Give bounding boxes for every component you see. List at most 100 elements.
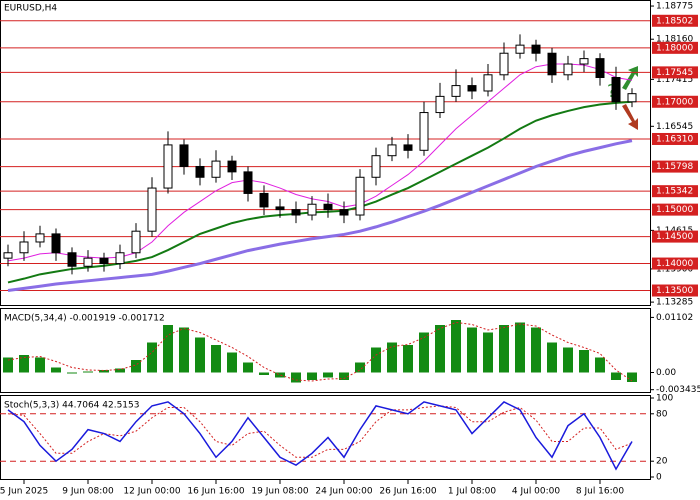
candle-body	[627, 93, 637, 103]
macd-bar	[611, 372, 621, 380]
moving-average	[7, 100, 633, 284]
level-label: 1.17545	[656, 68, 693, 78]
x-tick-label: 5 Jun 2025	[0, 487, 48, 497]
macd-bar	[595, 357, 605, 373]
macd-bar	[355, 362, 365, 373]
macd-bar	[131, 360, 141, 373]
level-label-box	[652, 230, 698, 243]
stoch-frame	[0, 395, 651, 480]
y-tick-label: 1.18775	[656, 2, 693, 12]
candle-body	[163, 144, 173, 189]
macd-bar	[499, 325, 509, 373]
y-tick-label: 1.18160	[656, 35, 693, 45]
macd-bar	[531, 327, 541, 373]
candle-body	[35, 233, 45, 243]
candle-body	[595, 58, 605, 78]
y-tick-label: 20	[656, 457, 668, 467]
candle-body	[387, 144, 397, 157]
macd-bar	[163, 325, 173, 373]
x-tick-label: 26 Jun 16:00	[379, 487, 436, 497]
level-label-box	[652, 66, 698, 79]
y-tick-label: 1.16545	[656, 122, 693, 132]
up-arrow	[622, 66, 638, 90]
candle-body	[323, 203, 333, 211]
macd-bar	[83, 371, 93, 373]
candle-body	[19, 241, 29, 254]
level-label-box	[652, 203, 698, 216]
level-label-box	[652, 160, 698, 173]
candle-body	[3, 252, 13, 259]
x-tick-label: 1 Jul 08:00	[448, 487, 497, 497]
macd-bar	[467, 327, 477, 373]
macd-bar	[339, 372, 349, 380]
level-label-box	[652, 185, 698, 198]
macd-bar	[35, 357, 45, 373]
stoch-main	[7, 401, 633, 471]
macd-bar	[275, 372, 285, 378]
macd-bar	[51, 367, 61, 373]
candle-body	[227, 160, 237, 173]
macd-frame	[0, 308, 651, 393]
level-label: 1.15000	[656, 205, 693, 215]
y-tick-label: 100	[656, 394, 673, 404]
candle-body	[403, 144, 413, 151]
candle-body	[371, 155, 381, 178]
candle-body	[339, 209, 349, 216]
macd-bar	[67, 372, 77, 374]
y-tick-label: 1.13285	[656, 298, 693, 308]
macd-bar	[3, 357, 13, 373]
macd-bar	[211, 345, 221, 373]
x-tick-label: 19 Jun 08:00	[251, 487, 308, 497]
x-tick-label: 24 Jun 00:00	[315, 487, 372, 497]
candle-body	[547, 52, 557, 76]
candle-body	[579, 58, 589, 65]
level-label: 1.18502	[656, 16, 693, 26]
candle-body	[531, 44, 541, 54]
x-tick-label: 12 Jun 00:00	[123, 487, 180, 497]
candle-body	[499, 52, 509, 76]
level-label-box	[652, 284, 698, 297]
x-tick-label: 9 Jun 08:00	[62, 487, 114, 497]
level-label: 1.15342	[656, 187, 693, 197]
macd-bar	[435, 325, 445, 373]
macd-bar	[243, 362, 253, 373]
macd-bar	[307, 372, 317, 380]
candle-body	[483, 74, 493, 92]
macd-bar	[99, 370, 109, 373]
macd-bar	[483, 332, 493, 373]
level-label: 1.14500	[656, 232, 693, 242]
candle-body	[99, 257, 109, 265]
macd-bar	[387, 342, 397, 373]
y-tick-label: 80	[656, 409, 668, 419]
level-label: 1.14000	[656, 259, 693, 269]
candle-body	[259, 192, 269, 208]
macd-bar	[179, 327, 189, 373]
level-label: 1.16310	[656, 134, 693, 144]
candle-body	[467, 85, 477, 92]
macd-title: MACD(5,34,4) -0.001919 -0.001712	[4, 314, 165, 324]
macd-bar	[403, 345, 413, 373]
level-label-box	[652, 41, 698, 54]
candle-body	[515, 44, 525, 54]
y-tick-label: 1.17415	[656, 75, 693, 85]
candle-body	[83, 257, 93, 267]
macd-bar	[547, 342, 557, 373]
candle-body	[355, 176, 365, 216]
candle-body	[147, 187, 157, 232]
level-label: 1.13500	[656, 286, 693, 296]
candle-body	[275, 206, 285, 211]
level-label-box	[652, 132, 698, 145]
down-arrow	[622, 104, 638, 130]
candle-body	[307, 203, 317, 216]
level-label: 1.15798	[656, 162, 693, 172]
candle-body	[179, 144, 189, 167]
moving-average	[7, 139, 633, 293]
x-tick-label: 4 Jul 00:00	[512, 487, 561, 497]
macd-bar	[515, 322, 525, 373]
candle-body	[563, 63, 573, 76]
macd-bar	[451, 320, 461, 373]
macd-bar	[371, 347, 381, 373]
level-label-box	[652, 257, 698, 270]
macd-bar	[323, 372, 333, 378]
